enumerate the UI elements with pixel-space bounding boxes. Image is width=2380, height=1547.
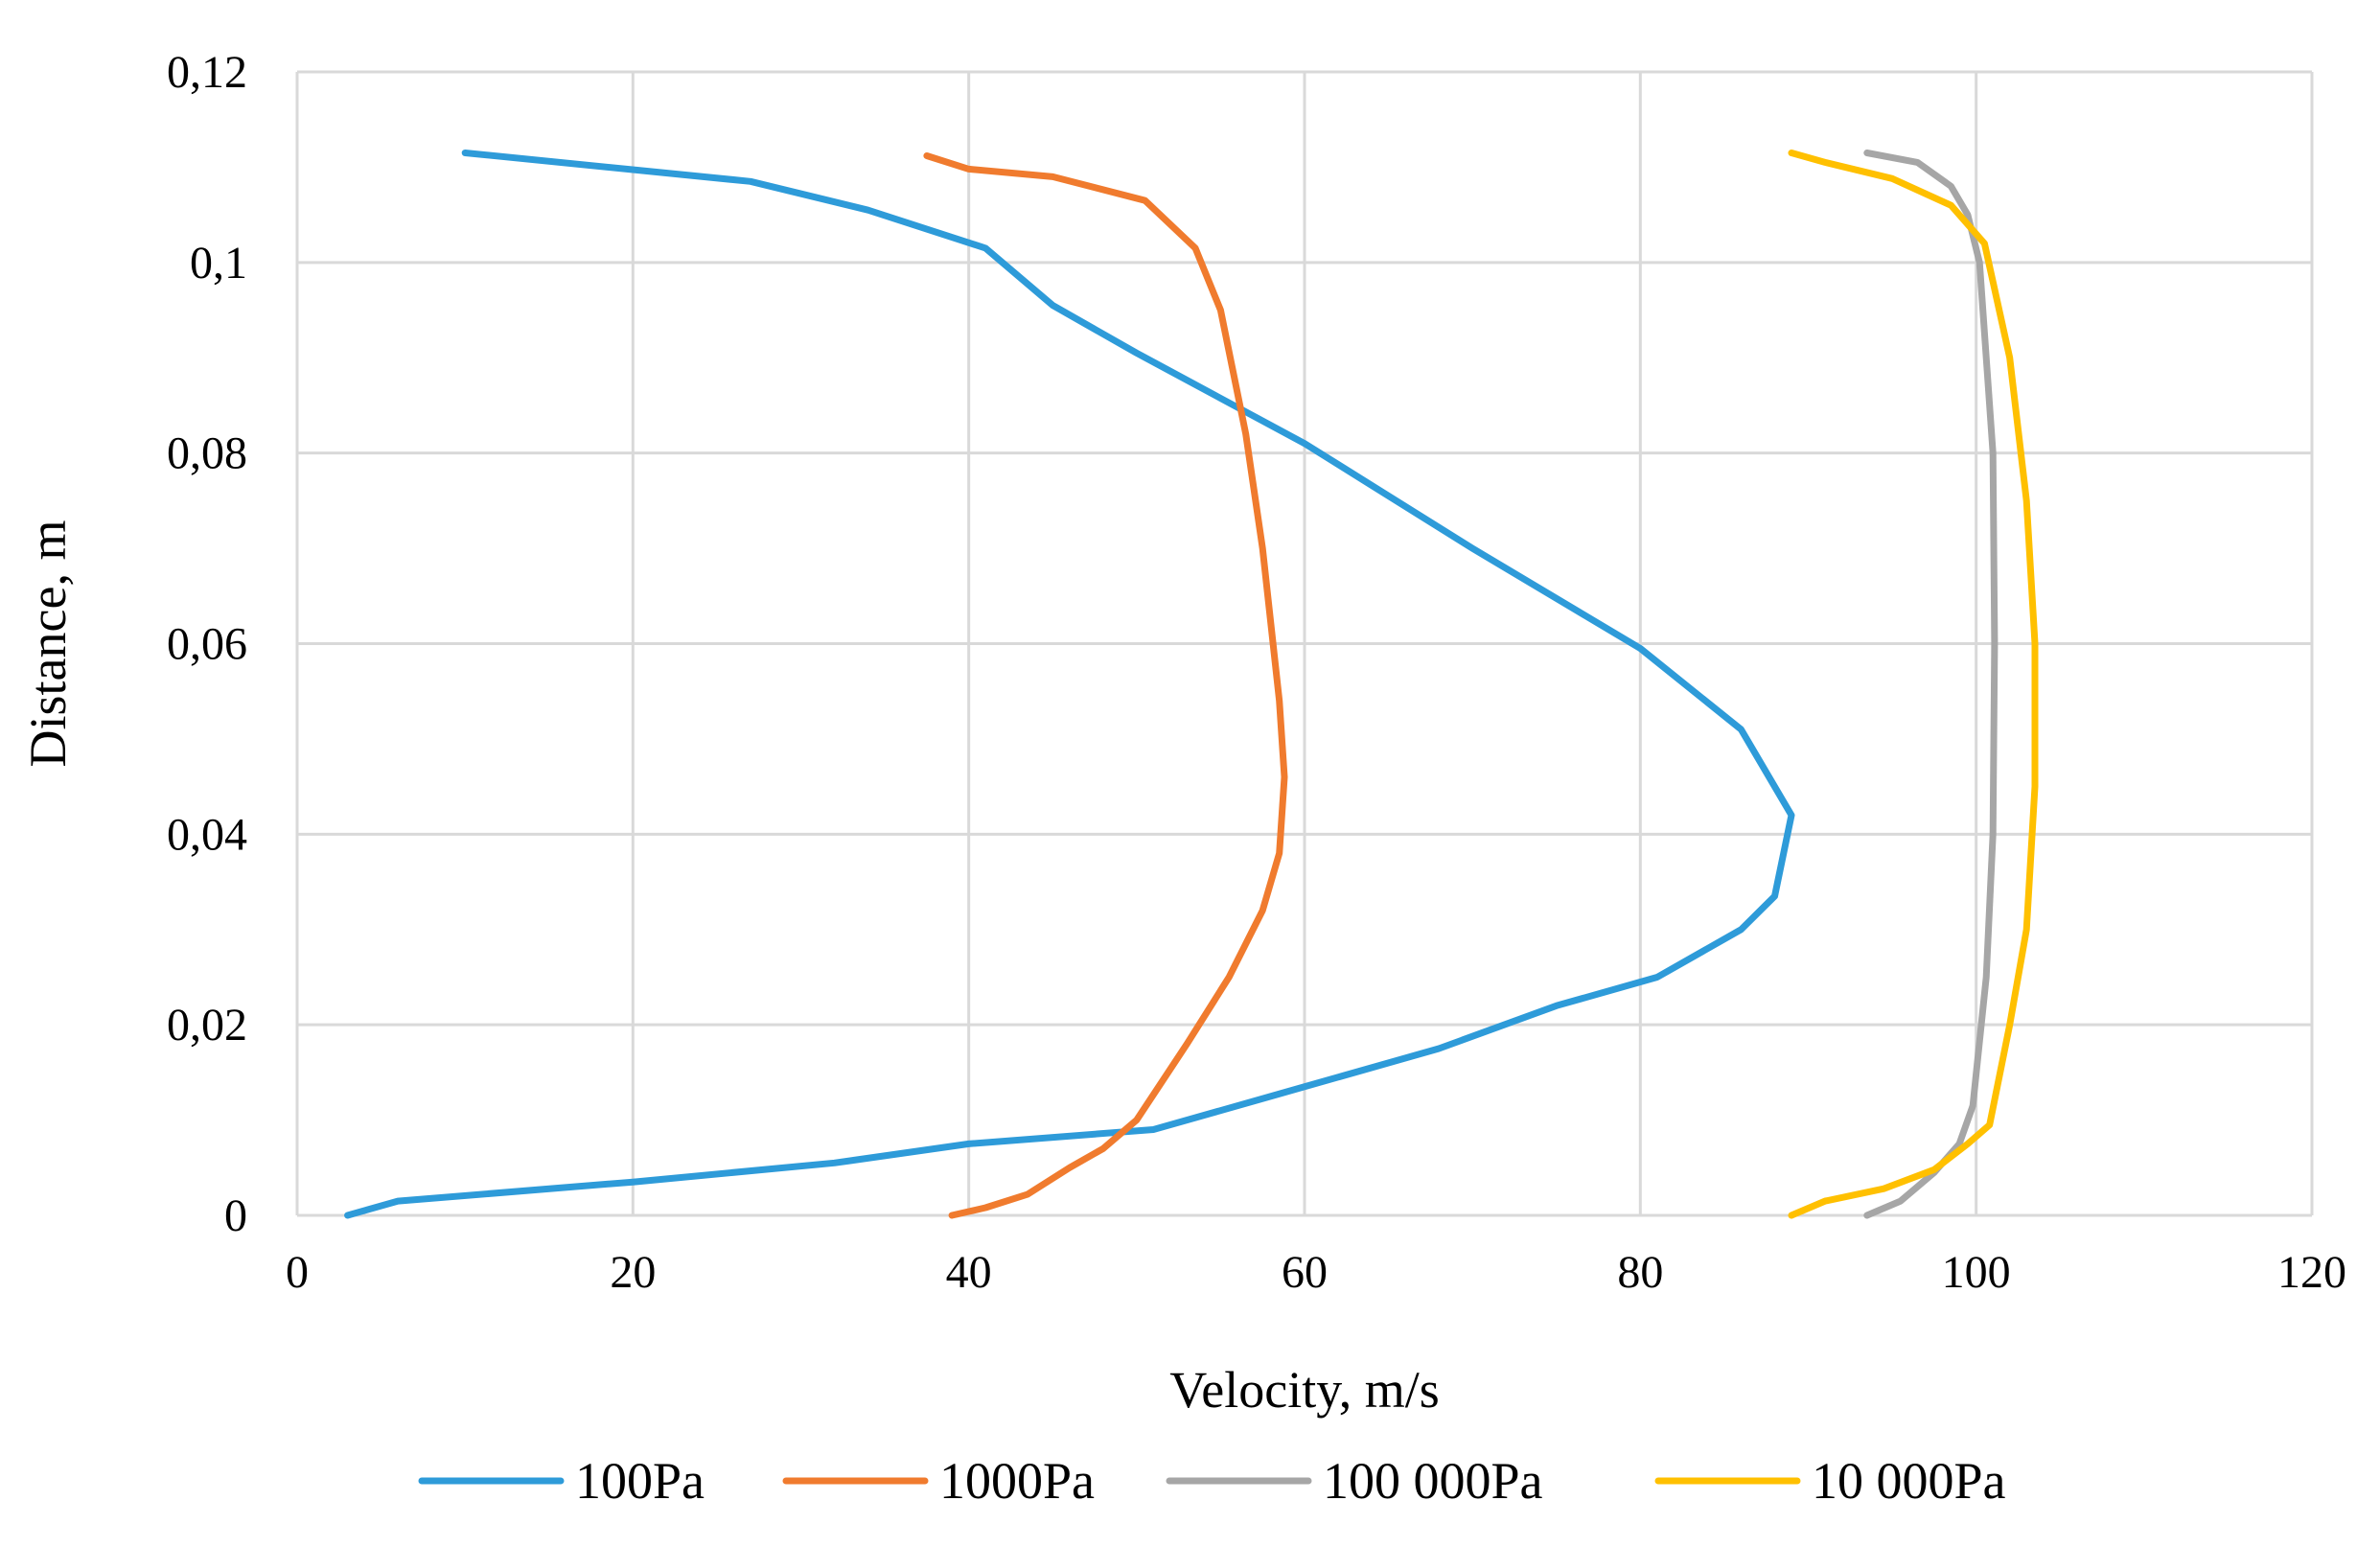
series-lines [344, 150, 2039, 1219]
y-tick-label: 0 [224, 1190, 247, 1241]
y-tick-label: 0,08 [167, 428, 247, 479]
legend-label: 1000Pa [939, 1452, 1095, 1510]
x-tick-label: 20 [610, 1247, 656, 1298]
legend-label: 100 000Pa [1323, 1452, 1543, 1510]
legend-label: 100Pa [575, 1452, 705, 1510]
series-line-10-000pa [1788, 150, 2039, 1219]
tick-labels: 0 20 40 60 80 100 120 0 0,02 0,04 0,06 0,08 0,1 0,12 [167, 47, 2346, 1298]
y-tick-label: 0,02 [167, 1000, 247, 1051]
y-tick-label: 0,04 [167, 809, 247, 860]
x-axis-title: Velocity, m/s [1169, 1361, 1439, 1419]
y-axis-title: Distance, m [19, 520, 77, 768]
legend: 100Pa 1000Pa 100 000Pa 10 000Pa [418, 1452, 2006, 1510]
legend-label: 10 000Pa [1812, 1452, 2006, 1510]
x-tick-label: 100 [1942, 1247, 2011, 1298]
x-tick-label: 40 [946, 1247, 992, 1298]
x-tick-label: 80 [1617, 1247, 1663, 1298]
y-tick-label: 0,12 [167, 47, 247, 98]
y-tick-label: 0,06 [167, 619, 247, 670]
x-tick-label: 120 [2277, 1247, 2346, 1298]
series-line-100pa [344, 150, 1795, 1219]
series-line-1000pa [923, 152, 1288, 1219]
x-tick-label: 60 [1282, 1247, 1328, 1298]
y-tick-label: 0,1 [190, 238, 247, 289]
x-tick-label: 0 [286, 1247, 309, 1298]
